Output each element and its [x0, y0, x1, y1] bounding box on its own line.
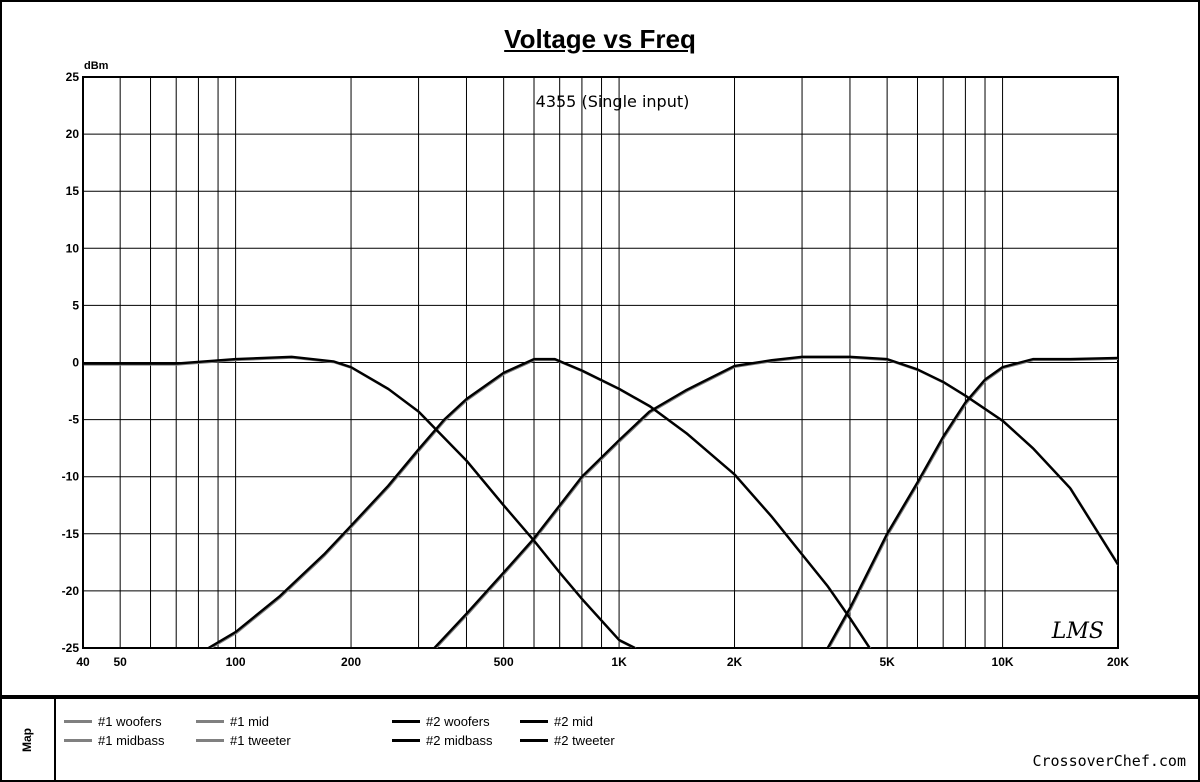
- legend-item-1-mid: #1 mid: [196, 714, 269, 729]
- y-tick-label: 5: [72, 298, 79, 312]
- legend-item-2-mid: #2 mid: [520, 714, 593, 729]
- legend-swatch: [520, 720, 548, 723]
- legend-label: #1 midbass: [98, 733, 165, 748]
- legend-item-1-midbass: #1 midbass: [64, 733, 164, 748]
- x-tick-label: 100: [226, 655, 246, 669]
- map-label: Map: [20, 728, 34, 752]
- x-tick-label: 2K: [727, 655, 743, 669]
- y-tick-label: 20: [66, 127, 80, 141]
- y-tick-label: 0: [72, 356, 79, 370]
- map-panel: [0, 699, 56, 780]
- map-divider: [0, 695, 1200, 699]
- credit-text: CrossoverChef.com: [1032, 752, 1186, 770]
- y-tick-label: -25: [62, 641, 80, 655]
- y-tick-label: -20: [62, 584, 80, 598]
- y-tick-label: -15: [62, 527, 80, 541]
- legend-swatch: [392, 739, 420, 742]
- legend-label: #1 tweeter: [230, 733, 291, 748]
- watermark-logo: LMS: [1051, 619, 1104, 644]
- legend-label: #2 midbass: [426, 733, 493, 748]
- y-tick-label: -10: [62, 470, 80, 484]
- x-tick-label: 20K: [1107, 655, 1129, 669]
- chart-title: Voltage vs Freq: [504, 24, 696, 54]
- x-tick-label: 1K: [611, 655, 627, 669]
- legend-item-2-midbass: #2 midbass: [392, 733, 492, 748]
- series-line-2-tweeter: [826, 356, 1118, 648]
- legend-swatch: [520, 739, 548, 742]
- series-line-2-mid: [433, 355, 1118, 648]
- legend-item-1-woofers: #1 woofers: [64, 714, 162, 729]
- legend-item-2-woofers: #2 woofers: [392, 714, 490, 729]
- y-tick-label: 15: [66, 184, 80, 198]
- legend-swatch: [64, 739, 92, 742]
- y-axis-label: dBm: [84, 60, 109, 72]
- x-tick-label: 40: [76, 655, 90, 669]
- chart-subtitle: 4355 (Single input): [536, 92, 690, 111]
- legend-swatch: [196, 739, 224, 742]
- x-tick-label: 5K: [879, 655, 895, 669]
- x-tick-label: 10K: [992, 655, 1014, 669]
- x-tick-label: 500: [494, 655, 514, 669]
- legend-label: #1 mid: [230, 714, 270, 729]
- legend-label: #2 woofers: [426, 714, 490, 729]
- y-tick-label: 10: [66, 241, 80, 255]
- legend-label: #2 mid: [554, 714, 594, 729]
- legend-swatch: [392, 720, 420, 723]
- legend-item-1-tweeter: #1 tweeter: [196, 733, 291, 748]
- series-line-2-midbass: [207, 357, 871, 648]
- x-tick-label: 50: [113, 655, 127, 669]
- x-tick-label: 200: [341, 655, 361, 669]
- series-line-2-woofers: [83, 355, 636, 648]
- y-tick-label: 25: [66, 70, 80, 84]
- legend-swatch: [196, 720, 224, 723]
- legend-swatch: [64, 720, 92, 723]
- y-tick-label: -5: [68, 413, 79, 427]
- legend-label: #2 tweeter: [554, 733, 615, 748]
- legend-item-2-tweeter: #2 tweeter: [520, 733, 615, 748]
- legend-label: #1 woofers: [98, 714, 162, 729]
